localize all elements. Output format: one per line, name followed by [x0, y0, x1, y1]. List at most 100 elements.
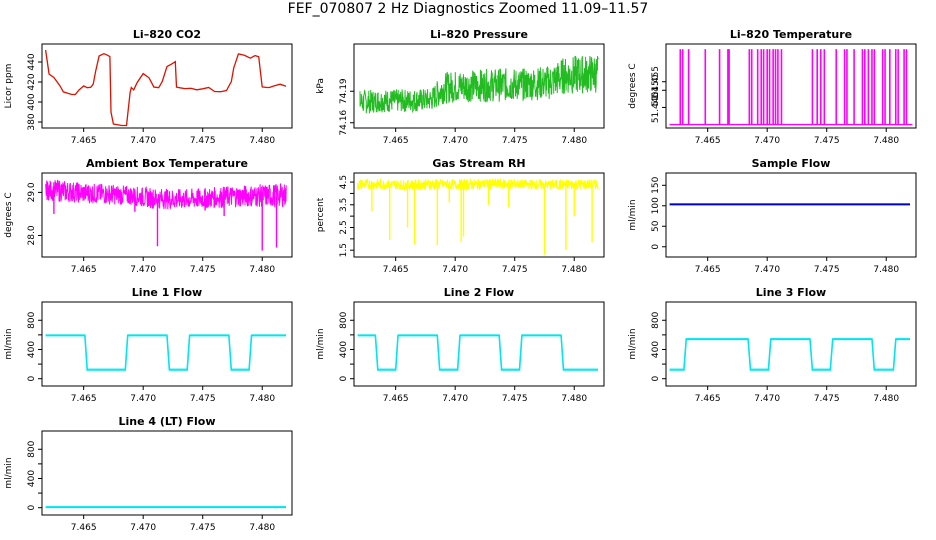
figure-title: FEF_070807 2 Hz Diagnostics Zoomed 11.09… — [287, 1, 649, 17]
x-tick-label: 7.480 — [249, 265, 275, 275]
plot-frame — [41, 301, 293, 387]
panel-title: Li–820 CO2 — [133, 28, 201, 41]
y-tick-label: 800 — [651, 311, 661, 328]
plot-frame — [353, 43, 605, 129]
panel-title: Line 4 (LT) Flow — [119, 415, 216, 428]
panel-title: Line 2 Flow — [444, 286, 514, 299]
y-tick-label: 420 — [27, 73, 37, 90]
y-tick-label: 0 — [27, 505, 37, 511]
y-axis-label: Licor ppm — [4, 64, 14, 109]
y-tick-label: 74.19 — [339, 78, 349, 104]
x-tick-label: 7.470 — [130, 136, 156, 146]
x-tick-label: 7.475 — [502, 265, 528, 275]
x-tick-label: 7.480 — [561, 394, 587, 404]
panel-title: Gas Stream RH — [432, 157, 525, 170]
y-tick-label: 400 — [651, 341, 661, 358]
panel-co2: Li–820 CO2 Licor ppm 7.465 7.470 7.475 7.480 3… — [4, 28, 293, 146]
y-tick-label: 0 — [339, 376, 349, 382]
data-series-band — [45, 179, 287, 210]
panel-title: Li–820 Pressure — [430, 28, 528, 41]
x-tick-label: 7.470 — [754, 136, 780, 146]
x-tick-label: 7.465 — [71, 265, 97, 275]
plot-area — [359, 55, 599, 114]
y-axis-label: percent — [316, 197, 326, 232]
y-tick-label: 4.5 — [339, 175, 349, 189]
y-axis-label: degrees C — [4, 192, 14, 237]
panel-title: Li–820 Temperature — [730, 28, 852, 41]
x-tick-label: 7.470 — [130, 394, 156, 404]
data-series-line — [44, 49, 287, 127]
plot-area — [357, 334, 598, 371]
plot-area — [357, 177, 599, 255]
x-tick-label: 7.475 — [502, 394, 528, 404]
x-tick-label: 7.475 — [814, 265, 840, 275]
plot-area — [45, 505, 286, 509]
x-tick-label: 7.475 — [502, 136, 528, 146]
x-tick-label: 7.470 — [130, 265, 156, 275]
x-tick-label: 7.475 — [190, 136, 216, 146]
y-tick-label: 800 — [27, 311, 37, 328]
y-tick-label: 150 — [651, 176, 661, 193]
plot-frame — [665, 172, 917, 258]
plot-area — [45, 179, 287, 251]
data-series-line-fuzz — [45, 334, 286, 370]
x-tick-label: 7.480 — [873, 394, 899, 404]
data-series-band — [357, 177, 599, 192]
y-tick-label: 74.16 — [339, 110, 349, 136]
x-tick-label: 7.470 — [442, 136, 468, 146]
y-tick-label: 51.450 — [651, 74, 661, 106]
plot-frame — [353, 301, 605, 387]
y-tick-label: 0 — [651, 376, 661, 382]
y-tick-label: 0 — [651, 244, 661, 250]
data-series-line-fuzz — [669, 337, 910, 370]
x-tick-label: 7.470 — [130, 523, 156, 533]
plot-frame — [41, 172, 293, 258]
y-axis-label: ml/min — [628, 199, 638, 230]
y-tick-label: 3.5 — [339, 198, 349, 212]
y-tick-label: 100 — [651, 197, 661, 214]
x-tick-label: 7.465 — [383, 265, 409, 275]
plot-area — [45, 334, 286, 371]
plot-frame — [353, 172, 605, 258]
x-tick-label: 7.475 — [190, 394, 216, 404]
y-tick-label: 800 — [27, 440, 37, 457]
y-tick-label: 51.455 — [651, 66, 661, 98]
data-series-line-fuzz — [357, 334, 598, 370]
y-axis-label: degrees C — [628, 63, 638, 108]
panel-rh: Gas Stream RH percent 7.465 7.470 7.475 7.480… — [316, 157, 605, 275]
y-tick-label: 800 — [339, 311, 349, 328]
x-tick-label: 7.465 — [695, 136, 721, 146]
x-tick-label: 7.465 — [71, 523, 97, 533]
plot-area — [669, 203, 910, 206]
x-tick-label: 7.465 — [695, 265, 721, 275]
x-tick-label: 7.465 — [71, 136, 97, 146]
x-tick-label: 7.480 — [249, 523, 275, 533]
x-tick-label: 7.470 — [442, 265, 468, 275]
y-tick-label: 380 — [27, 113, 37, 130]
panel-line3: Line 3 Flow ml/min 7.465 7.470 7.475 7.480 0 40… — [628, 286, 917, 404]
x-tick-label: 7.470 — [754, 265, 780, 275]
x-tick-label: 7.480 — [561, 265, 587, 275]
panel-title: Line 1 Flow — [132, 286, 202, 299]
plot-frame — [41, 430, 293, 516]
y-tick-label: 1.5 — [339, 243, 349, 257]
y-tick-label: 400 — [27, 470, 37, 487]
panel-line2: Line 2 Flow ml/min 7.465 7.470 7.475 7.480 0 40… — [316, 286, 605, 404]
x-tick-label: 7.470 — [442, 394, 468, 404]
y-axis-label: kPa — [316, 78, 326, 94]
panel-sample_flow: Sample Flow ml/min 7.465 7.470 7.475 7.480 0 50… — [628, 157, 917, 275]
x-tick-label: 7.475 — [814, 394, 840, 404]
y-tick-label: 2.5 — [339, 220, 349, 234]
panel-temperature: Li–820 Temperature degrees C 7.465 7.470 7.4… — [628, 28, 917, 146]
x-tick-label: 7.480 — [873, 136, 899, 146]
x-tick-label: 7.465 — [383, 136, 409, 146]
x-tick-label: 7.480 — [249, 394, 275, 404]
plot-area — [669, 49, 913, 126]
y-tick-label: 400 — [339, 341, 349, 358]
x-tick-label: 7.465 — [383, 394, 409, 404]
x-tick-label: 7.475 — [814, 136, 840, 146]
x-tick-label: 7.475 — [190, 523, 216, 533]
y-tick-label: 400 — [27, 341, 37, 358]
